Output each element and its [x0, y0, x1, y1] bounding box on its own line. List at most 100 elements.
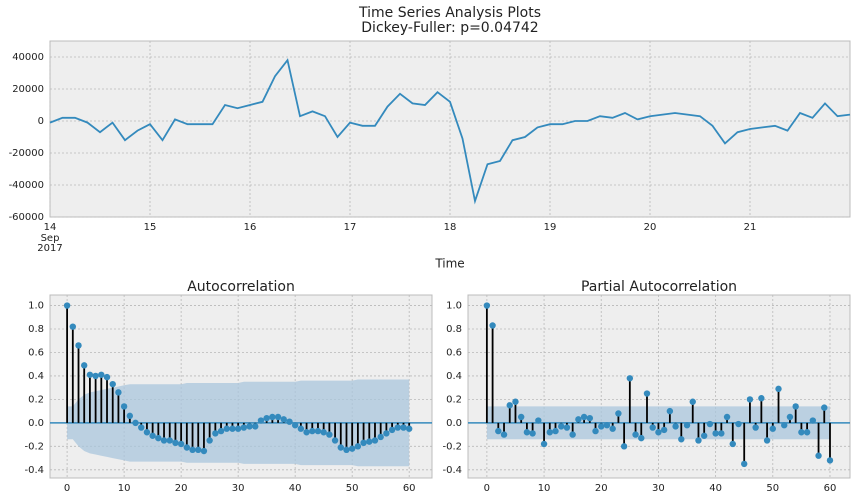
stem-marker: [115, 389, 122, 396]
x-tick-label: 19: [544, 222, 557, 233]
stem-marker: [803, 429, 811, 436]
stem-marker: [700, 432, 708, 439]
y-tick-label: 20000: [12, 84, 44, 95]
stem-marker: [706, 420, 714, 428]
stem-marker: [500, 431, 508, 438]
stem-marker: [672, 423, 679, 430]
stem-marker: [741, 460, 748, 468]
stem-marker: [660, 426, 668, 434]
stem-marker: [348, 445, 356, 452]
stem-marker: [575, 416, 582, 423]
stem-marker: [138, 424, 145, 431]
stem-marker: [314, 427, 322, 435]
stem-marker: [815, 452, 822, 459]
stem-marker: [217, 427, 225, 435]
stem-marker: [592, 427, 599, 435]
stem-marker: [92, 372, 99, 380]
stem-marker: [552, 427, 559, 435]
stem-marker: [223, 425, 230, 432]
y-tick-label: 0.6: [28, 347, 44, 358]
stem-marker: [678, 436, 685, 443]
y-tick-label: 1.0: [28, 301, 44, 312]
stem-marker: [195, 446, 202, 454]
stem-marker: [763, 437, 771, 444]
stem-marker: [540, 440, 548, 448]
stem-marker: [769, 425, 776, 432]
stem-marker: [529, 430, 536, 437]
stem-marker: [792, 403, 799, 410]
x-tick-label: 17: [344, 222, 357, 233]
stem-marker: [746, 396, 754, 403]
stem-marker: [563, 424, 571, 431]
stem-marker: [69, 323, 77, 330]
x-tick-label: 60: [824, 483, 837, 494]
stem-marker: [297, 425, 305, 432]
x-tick-label: 10: [538, 483, 551, 494]
stem-marker: [212, 430, 219, 437]
x-tick-label: 50: [766, 483, 779, 494]
stem-marker: [320, 429, 327, 436]
x-tick-sublabel: 2017: [37, 243, 62, 254]
stem-marker: [81, 362, 88, 369]
x-tick-label: 50: [346, 483, 359, 494]
stem-marker: [234, 425, 242, 432]
x-tick-label: 60: [403, 483, 416, 494]
stem-marker: [86, 371, 94, 378]
y-tick-label: 0.6: [446, 347, 462, 358]
stem-marker: [626, 375, 634, 382]
stem-marker: [360, 439, 367, 447]
stem-marker: [183, 444, 191, 451]
stem-marker: [489, 322, 496, 329]
y-tick-label: 0.0: [28, 418, 44, 429]
stem-marker: [666, 407, 674, 415]
stem-marker: [598, 423, 605, 430]
y-tick-label: -60000: [9, 212, 44, 223]
y-tick-label: 0.4: [28, 371, 44, 382]
chart-title: Partial Autocorrelation: [581, 279, 737, 295]
stem-marker: [126, 412, 134, 420]
x-tick-label: 10: [118, 483, 131, 494]
y-tick-label: -0.2: [24, 441, 44, 452]
stem-marker: [132, 419, 139, 427]
stem-marker: [252, 423, 259, 430]
y-tick-label: 0: [38, 116, 44, 127]
stem-marker: [120, 403, 128, 410]
stem-marker: [405, 425, 413, 432]
stem-marker: [517, 413, 525, 421]
stem-marker: [309, 427, 316, 435]
stem-marker: [280, 416, 287, 423]
y-tick-label: -0.2: [442, 441, 462, 452]
stem-marker: [580, 413, 588, 421]
stem-marker: [735, 420, 742, 428]
stem-marker: [786, 413, 794, 421]
y-tick-label: 0.8: [28, 324, 44, 335]
series-line: [49, 58, 851, 205]
stem-marker: [354, 443, 362, 450]
stem-marker: [632, 431, 639, 438]
y-tick-label: 0.2: [28, 394, 44, 405]
stem-marker: [189, 446, 196, 454]
x-axis-label: Time: [434, 257, 464, 271]
stem-marker: [383, 430, 390, 437]
stem-marker: [723, 413, 731, 421]
stem-marker: [172, 439, 179, 447]
stem-marker: [103, 373, 111, 381]
stem-marker: [781, 422, 788, 429]
stem-marker: [337, 444, 344, 451]
plot-area: [467, 294, 851, 479]
stem-marker: [620, 443, 628, 450]
chart-title: Autocorrelation: [187, 279, 295, 295]
chart-subtitle: Dickey-Fuller: p=0.04742: [361, 20, 538, 36]
x-tick-label: 14: [44, 222, 57, 233]
stem-marker: [269, 413, 276, 421]
stem-marker: [246, 423, 253, 430]
stem-marker: [274, 413, 282, 421]
stem-marker: [638, 434, 645, 442]
stem-marker: [558, 423, 565, 430]
y-tick-label: 1.0: [446, 301, 462, 312]
stem-marker: [809, 417, 817, 424]
stem-marker: [143, 429, 151, 436]
stem-marker: [303, 429, 310, 436]
x-tick-label: 40: [709, 483, 722, 494]
stem-marker: [63, 302, 71, 309]
